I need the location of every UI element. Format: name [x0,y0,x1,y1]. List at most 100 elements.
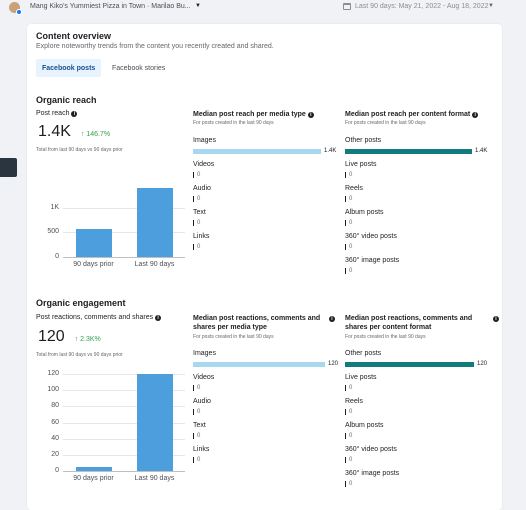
row-value-text: 0 [197,172,201,178]
row-label: Album posts [345,422,384,429]
info-icon[interactable]: i [307,112,314,118]
arrow-up-icon: ↑ [74,336,81,343]
row-value-text: 0 [349,220,353,226]
engagement-media-type-title: Median post reactions, comments and shar… [193,314,335,332]
card-subtitle: Explore noteworthy trends from the conte… [36,43,274,50]
row-value-text: 0 [197,409,201,415]
gridline [63,374,185,375]
engagement-content-format-subtitle: For posts created in the last 90 days [345,334,426,340]
row-label: 360° video posts [345,233,397,240]
row-label: Text [193,422,206,429]
row-value: 0 [345,409,352,415]
row-value: 0 [193,220,200,226]
row-value-text: 0 [349,244,353,250]
engagement-content-format-title: Median post reactions, comments and shar… [345,314,499,332]
row-value-text: 0 [349,409,353,415]
engagement-delta-value: 2.3K% [80,336,101,343]
row-label: Other posts [345,137,382,144]
reach-media-type-title-text: Median post reach per media type [193,111,306,118]
row-value-text: 0 [349,172,353,178]
chevron-down-icon[interactable]: ▼ [488,3,494,9]
row-value-text: 0 [349,196,353,202]
info-icon[interactable]: i [71,110,78,117]
zero-tick [345,409,346,415]
content-overview-card: Content overview Explore noteworthy tren… [27,24,502,510]
gridline [63,438,185,440]
row-label: 360° image posts [345,257,400,264]
side-panel-tab[interactable] [0,158,17,177]
row-bar [193,362,325,367]
engagement-media-type-title-text: Median post reactions, comments and shar… [193,315,321,331]
row-value-text: 0 [349,457,353,463]
row-value: 0 [345,481,352,487]
zero-tick [193,385,194,391]
row-value-text: 0 [349,268,353,274]
gridline [63,406,185,408]
row-value: 0 [193,196,200,202]
card-title: Content overview [36,31,112,41]
zero-tick [193,244,194,250]
date-range-label: Last 90 days: May 21, 2022 - Aug 18, 202… [355,3,489,10]
row-value-text: 0 [197,220,201,226]
row-value: 0 [345,457,352,463]
row-value: 0 [193,385,200,391]
info-icon[interactable]: i [493,316,499,322]
reach-bar-chart: 1K 500 0 90 days prior Last 90 days [27,164,187,284]
gridline [63,232,185,234]
engagement-bar-chart: 120 100 80 60 40 20 0 90 days prior Last 90 days [27,366,187,486]
row-value-text: 0 [349,481,353,487]
row-value-text: 0 [197,244,201,250]
row-label: Album posts [345,209,384,216]
row-value: 0 [345,196,352,202]
tab-facebook-stories[interactable]: Facebook stories [112,64,166,72]
info-icon[interactable]: i [329,316,335,322]
row-label: Live posts [345,161,377,168]
zero-tick [345,220,346,226]
row-label: Images [193,350,216,357]
row-value: 0 [345,385,352,391]
reach-total: 1.4K [38,123,71,140]
metric-label-text: Post reach [36,110,70,117]
chart-bar [136,187,173,257]
page-name: Mang Kiko's Yummiest Pizza in Town · Mar… [30,3,191,10]
reach-delta: ↑ 146.7% [81,131,110,138]
zero-tick [193,433,194,439]
gridline [63,454,185,456]
row-value: 0 [345,172,352,178]
metric-label-text: Post reactions, comments and shares [36,314,154,321]
gridline [63,390,185,392]
y-tick-label: 100 [47,386,59,394]
y-tick-label: 500 [47,228,59,236]
zero-tick [345,385,346,391]
row-value: 0 [193,244,200,250]
zero-tick [193,457,194,463]
y-tick-label: 1K [50,203,59,211]
gridline [63,207,185,209]
row-label: Videos [193,374,215,381]
row-label: Other posts [345,350,382,357]
row-label: Videos [193,161,215,168]
zero-tick [193,172,194,178]
info-icon[interactable]: i [472,112,479,118]
y-tick-label: 80 [51,402,59,410]
row-value-text: 0 [197,196,201,202]
info-icon[interactable]: i [155,314,162,321]
row-value: 0 [345,244,352,250]
reach-media-type-title: Median post reach per media type i [193,110,333,119]
x-tick-label: 90 days prior [73,261,114,268]
row-label: Reels [345,185,363,192]
reach-delta-value: 146.7% [86,131,111,138]
chevron-down-icon[interactable]: ▼ [195,3,201,9]
organic-engagement-title: Organic engagement [36,298,126,308]
row-value-text: 0 [197,433,201,439]
engagement-note: Total from last 90 days vs 90 days prior [36,352,123,358]
arrow-up-icon: ↑ [80,131,87,138]
zero-tick [193,409,194,415]
reach-summary: 1.4K ↑ 146.7% [38,123,110,141]
tab-facebook-posts[interactable]: Facebook posts [36,59,102,77]
date-range-selector[interactable]: Last 90 days: May 21, 2022 - Aug 18, 202… [343,3,488,10]
y-tick-label: 0 [55,467,59,474]
reach-note: Total from last 90 days vs 90 days prior [36,147,123,153]
zero-tick [345,457,346,463]
row-value: 0 [193,172,200,178]
